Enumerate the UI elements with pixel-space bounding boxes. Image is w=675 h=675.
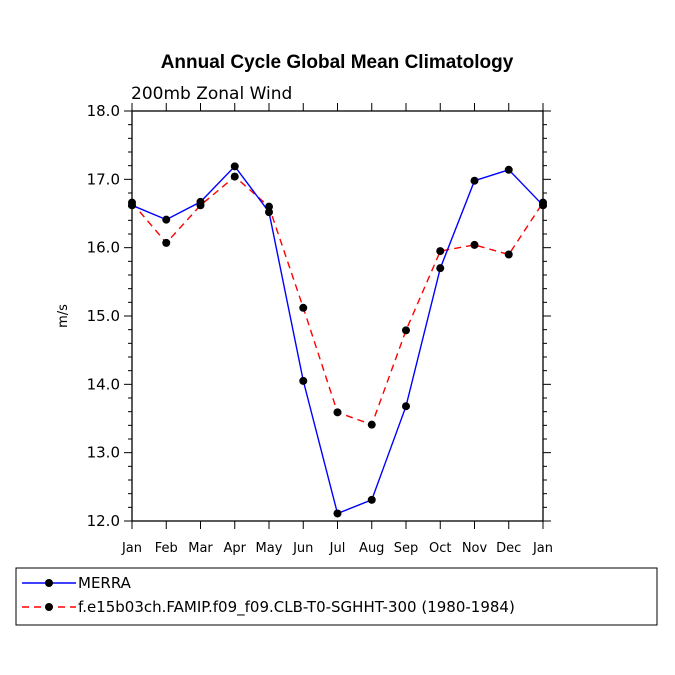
series-1-point [367,420,376,429]
y-tick-label: 18.0 [87,102,120,120]
plot-frame [131,110,544,522]
x-tick-label: Nov [462,541,488,556]
y-tick-label: 12.0 [87,512,120,530]
chart-title: Annual Cycle Global Mean Climatology [161,52,514,73]
series-1-point [402,326,410,335]
series-0-point [402,402,410,411]
series-0-point [436,264,445,273]
series-0-point [470,176,479,185]
y-axis-label: m/s [56,304,71,328]
series-1-point [230,172,239,181]
series-1-point [539,198,547,207]
legend-label-1: f.e15b03ch.FAMIP.f09_f09.CLB-T0-SGHHT-30… [78,598,515,617]
series-1-point [504,250,513,259]
series-1-point [299,303,308,312]
series-0-point [162,215,171,224]
x-tick-label: Mar [188,541,213,556]
x-tick-label: Dec [496,541,521,556]
series-1-point [128,198,136,207]
x-tick-label: Oct [429,541,451,556]
chart-subtitle: 200mb Zonal Wind [131,84,292,104]
series-0-point [230,162,239,171]
x-tick-label: Jul [329,541,346,556]
legend-marker-0 [45,579,53,587]
x-tick-label: Jan [532,541,553,556]
legend: MERRA f.e15b03ch.FAMIP.f09_f09.CLB-T0-SGH… [15,567,658,626]
x-tick-label: Feb [155,541,178,556]
x-tick-label: Sep [394,541,419,556]
series-0-point [367,495,376,504]
series-1-point [333,408,342,417]
legend-marker-1 [45,603,53,611]
y-tick-label: 13.0 [87,444,120,462]
y-tick-label: 14.0 [87,375,120,393]
y-tick-label: 15.0 [87,307,120,325]
y-tick-label: 16.0 [87,239,120,257]
series-1-point [265,202,273,211]
x-tick-label: Jan [121,541,142,556]
x-tick-label: Jun [292,541,313,556]
series-0-point [265,208,273,217]
x-tick-label: May [256,541,283,556]
plot-area: 12.0 13.0 14.0 15.0 16.0 17.0 18.0 Jan Feb Mar Apr… [87,102,553,556]
series-1-point [196,201,205,210]
legend-label-0: MERRA [78,574,132,592]
x-tick-label: Aug [359,541,384,556]
series-0-point [299,376,308,385]
series-0-point [504,165,513,174]
x-tick-label: Apr [224,541,247,556]
series-1-point [162,238,171,247]
series-line-0 [131,165,544,515]
y-tick-label: 17.0 [87,170,120,188]
series-1-point [436,247,445,256]
series-0-point [333,509,342,518]
legend-box [15,567,658,626]
series-line-1 [131,175,544,426]
series-1-point [470,240,479,249]
